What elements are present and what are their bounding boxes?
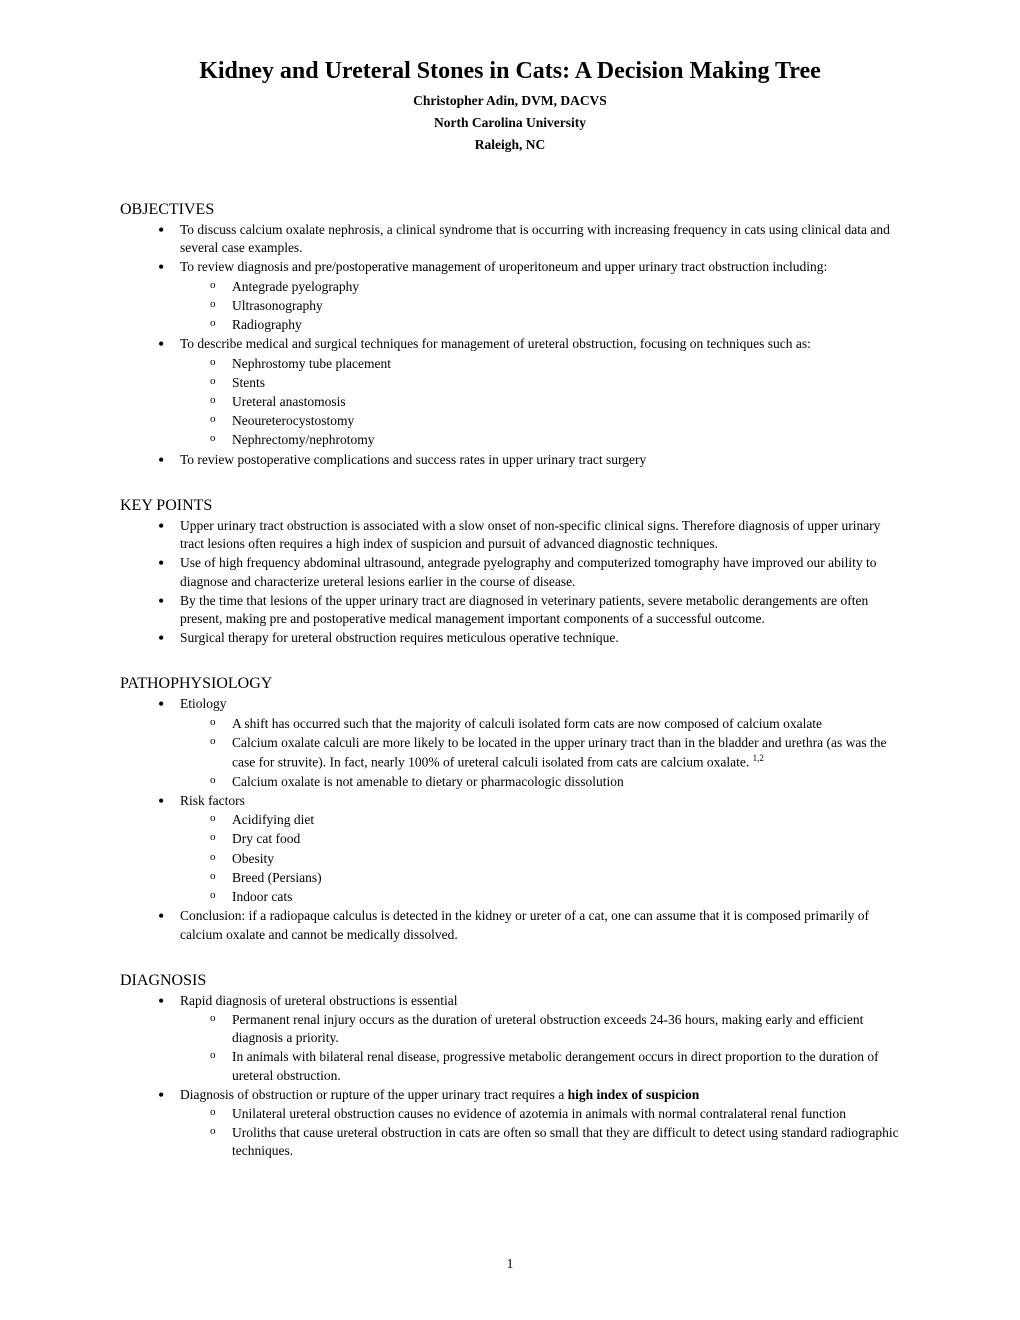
pathophysiology-list: Etiology A shift has occurred such that t… [120, 695, 900, 943]
section-heading: KEY POINTS [120, 497, 900, 515]
sublist: Antegrade pyelographyUltrasonographyRadi… [152, 278, 900, 335]
list-item: Nephrectomy/nephrotomy [204, 431, 900, 449]
list-item: Obesity [204, 850, 900, 868]
list-item: Surgical therapy for ureteral obstructio… [152, 629, 900, 647]
list-item: To discuss calcium oxalate nephrosis, a … [152, 221, 900, 257]
institution: North Carolina University [120, 115, 900, 131]
section-heading: OBJECTIVES [120, 201, 900, 219]
location: Raleigh, NC [120, 137, 900, 153]
sublist: Nephrostomy tube placementStentsUreteral… [152, 355, 900, 450]
list-item: By the time that lesions of the upper ur… [152, 592, 900, 628]
list-item: Etiology [152, 695, 900, 713]
list-item: Breed (Persians) [204, 869, 900, 887]
list-item: Permanent renal injury occurs as the dur… [204, 1011, 900, 1047]
list-item: Indoor cats [204, 888, 900, 906]
list-item: Unilateral ureteral obstruction causes n… [204, 1105, 900, 1123]
section-diagnosis: DIAGNOSIS Rapid diagnosis of ureteral ob… [120, 972, 900, 1161]
list-item: Conclusion: if a radiopaque calculus is … [152, 907, 900, 943]
list-item: Use of high frequency abdominal ultrasou… [152, 554, 900, 590]
section-objectives: OBJECTIVES To discuss calcium oxalate ne… [120, 201, 900, 469]
list-item: Ultrasonography [204, 297, 900, 315]
list-item: Upper urinary tract obstruction is assoc… [152, 517, 900, 553]
list-item: To review diagnosis and pre/postoperativ… [152, 258, 900, 276]
sublist: Acidifying dietDry cat food ObesityBreed … [152, 811, 900, 906]
list-item: A shift has occurred such that the major… [204, 715, 900, 733]
author: Christopher Adin, DVM, DACVS [120, 93, 900, 109]
sublist: Unilateral ureteral obstruction causes n… [152, 1105, 900, 1161]
diagnosis-list: Rapid diagnosis of ureteral obstructions… [120, 992, 900, 1161]
list-item: Calcium oxalate is not amenable to dieta… [204, 773, 900, 791]
list-item: Ureteral anastomosis [204, 393, 900, 411]
list-item: Nephrostomy tube placement [204, 355, 900, 373]
section-pathophysiology: PATHOPHYSIOLOGY Etiology A shift has occu… [120, 675, 900, 943]
sublist: A shift has occurred such that the major… [152, 715, 900, 791]
list-item: Acidifying diet [204, 811, 900, 829]
section-heading: DIAGNOSIS [120, 972, 900, 990]
section-heading: PATHOPHYSIOLOGY [120, 675, 900, 693]
list-item: Uroliths that cause ureteral obstruction… [204, 1124, 900, 1160]
page-number: 1 [0, 1256, 1020, 1272]
list-item: Neoureterocystostomy [204, 412, 900, 430]
list-item: Dry cat food [204, 830, 900, 848]
section-key-points: KEY POINTS Upper urinary tract obstructi… [120, 497, 900, 648]
list-item: Radiography [204, 316, 900, 334]
list-item: Stents [204, 374, 900, 392]
list-item: Risk factors [152, 792, 900, 810]
objectives-list: To discuss calcium oxalate nephrosis, a … [120, 221, 900, 469]
key-points-list: Upper urinary tract obstruction is assoc… [120, 517, 900, 648]
list-item: Diagnosis of obstruction or rupture of t… [152, 1086, 900, 1104]
list-item: Rapid diagnosis of ureteral obstructions… [152, 992, 900, 1010]
list-item: Antegrade pyelography [204, 278, 900, 296]
document-title: Kidney and Ureteral Stones in Cats: A De… [120, 58, 900, 85]
sublist: Permanent renal injury occurs as the dur… [152, 1011, 900, 1085]
list-item: Calcium oxalate calculi are more likely … [204, 734, 900, 772]
list-item: To review postoperative complications an… [152, 451, 900, 469]
list-item: To describe medical and surgical techniq… [152, 335, 900, 353]
list-item: In animals with bilateral renal disease,… [204, 1048, 900, 1084]
